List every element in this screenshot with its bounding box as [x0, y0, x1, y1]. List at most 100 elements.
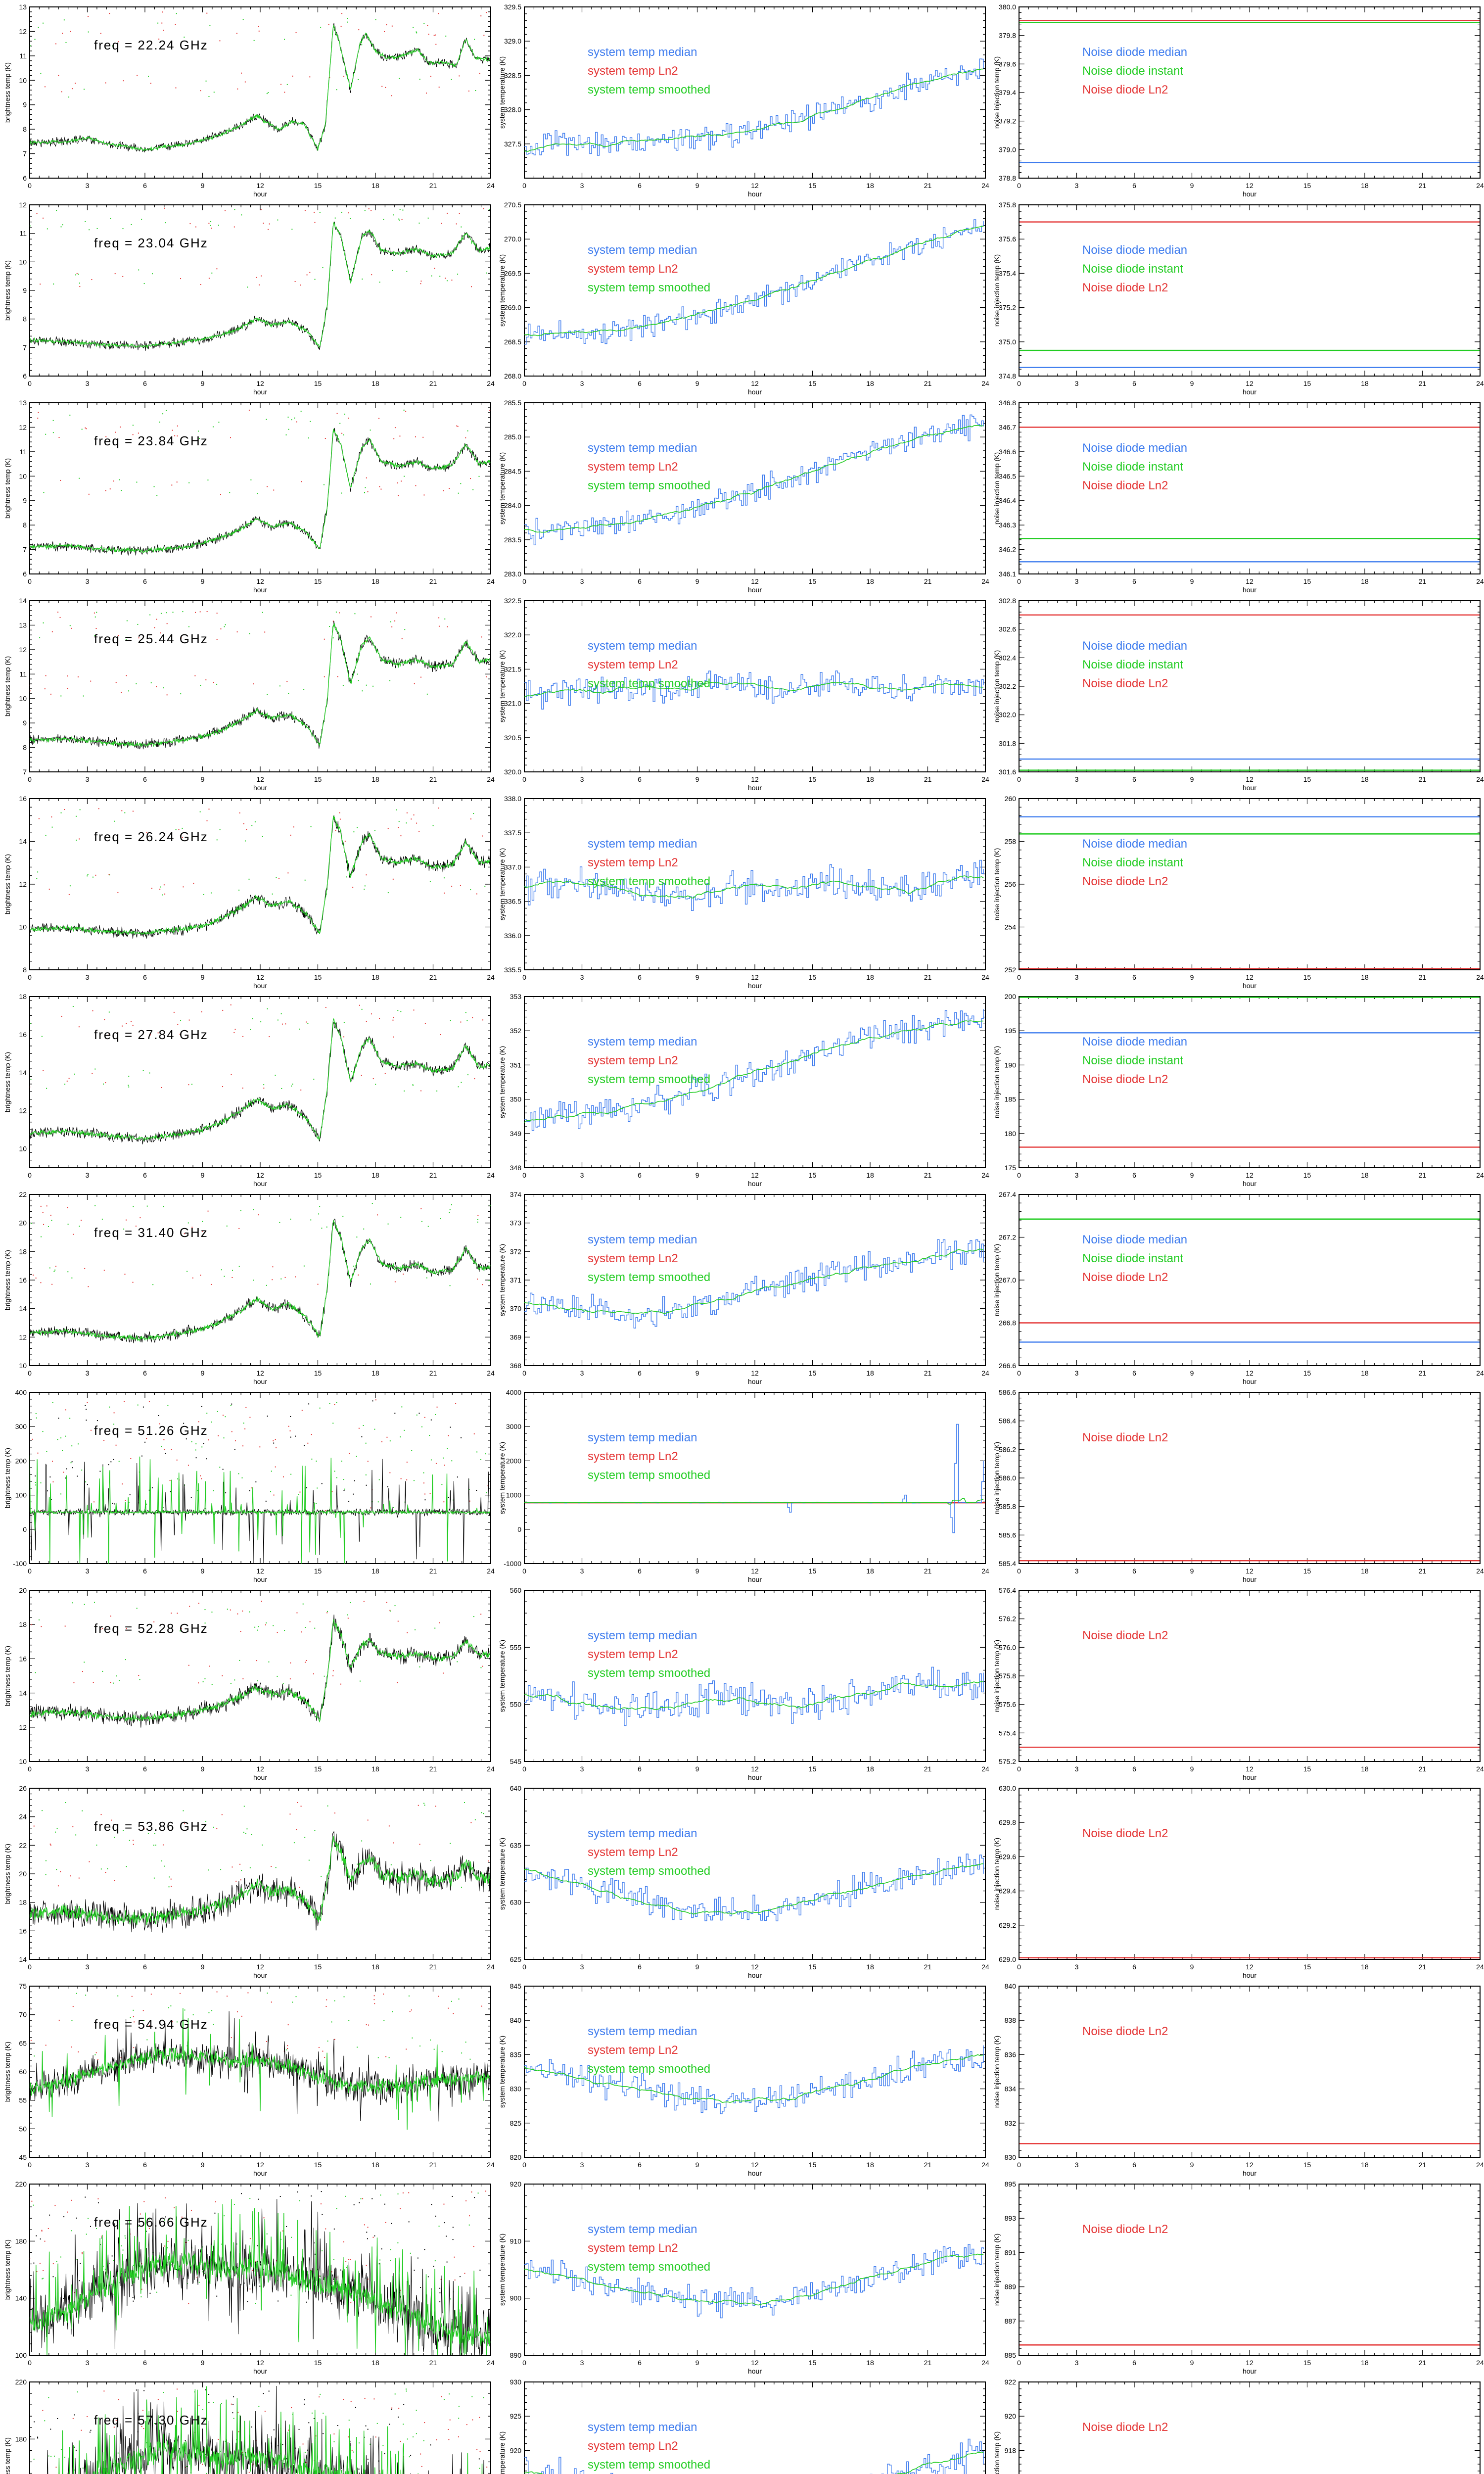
freq-title: freq = 53.86 GHz: [94, 1819, 208, 1834]
panel-brightness-row-5: 0 3 6 9 12 15 18 21 24 hour 8 10 12 14 16 brightness te…: [3, 795, 495, 990]
svg-text:24: 24: [487, 182, 495, 190]
legend-system-temp-ln2: system temp Ln2: [588, 262, 678, 276]
legend-noise-diode-ln2: Noise diode Ln2: [1082, 281, 1168, 294]
series-brightness-smoothed: [30, 221, 491, 349]
svg-text:285.5: 285.5: [504, 399, 521, 407]
x-axis-label: hour: [1243, 784, 1256, 792]
svg-text:302.6: 302.6: [999, 625, 1016, 633]
svg-text:266.8: 266.8: [999, 1319, 1016, 1327]
y-axis-label: system temperature (K): [498, 1244, 506, 1316]
svg-text:24: 24: [981, 1369, 989, 1377]
svg-text:15: 15: [1303, 380, 1311, 387]
series-system-temp-smoothed: [524, 2452, 984, 2474]
svg-text:6: 6: [143, 1567, 147, 1575]
svg-text:6: 6: [143, 775, 147, 783]
svg-text:374.8: 374.8: [999, 372, 1016, 380]
svg-text:18: 18: [371, 182, 379, 190]
svg-text:9: 9: [1190, 1171, 1194, 1179]
svg-text:268.5: 268.5: [504, 338, 521, 346]
svg-text:267.2: 267.2: [999, 1234, 1016, 1241]
panel-noise-diode-row-3: 0 3 6 9 12 15 18 21 24 hour 346.1 346.2 346.3 346.4 34…: [993, 399, 1484, 594]
svg-text:6: 6: [638, 775, 642, 783]
svg-text:346.2: 346.2: [999, 546, 1016, 554]
svg-text:12: 12: [1246, 182, 1253, 190]
legend-system-temp-median: system temp median: [588, 837, 697, 851]
svg-text:16: 16: [19, 795, 27, 803]
svg-text:301.8: 301.8: [999, 739, 1016, 747]
svg-text:18: 18: [1361, 577, 1369, 585]
svg-text:18: 18: [371, 1567, 379, 1575]
svg-text:-100: -100: [13, 1560, 27, 1568]
svg-text:21: 21: [924, 577, 932, 585]
svg-text:320.0: 320.0: [504, 768, 521, 776]
series-system-temp-median: [524, 58, 984, 156]
svg-text:18: 18: [1361, 380, 1369, 387]
svg-text:10: 10: [19, 1362, 27, 1370]
plot-frame: [29, 1392, 491, 1564]
svg-text:283.0: 283.0: [504, 570, 521, 578]
svg-text:267.4: 267.4: [999, 1190, 1016, 1198]
x-axis-label: hour: [748, 784, 762, 792]
svg-text:0: 0: [28, 577, 32, 585]
svg-text:375.6: 375.6: [999, 235, 1016, 243]
freq-title: freq = 57.30 GHz: [94, 2413, 208, 2427]
svg-text:18: 18: [371, 577, 379, 585]
svg-text:15: 15: [809, 577, 817, 585]
plot-row-3: 0 3 6 9 12 15 18 21 24 hour 6 7 8 9 10 11 12 13 brightness…: [0, 396, 1484, 594]
svg-text:12: 12: [256, 182, 264, 190]
svg-text:21: 21: [1419, 775, 1427, 783]
y-axis-label: system temperature (K): [498, 650, 506, 722]
svg-text:6: 6: [143, 380, 147, 387]
legend-noise-diode-instant: Noise diode instant: [1082, 856, 1183, 869]
legend-system-temp-ln2: system temp Ln2: [588, 2241, 678, 2255]
x-axis-label: hour: [748, 1575, 762, 1583]
svg-text:24: 24: [981, 577, 989, 585]
svg-text:12: 12: [19, 646, 27, 654]
series-system-temp-smoothed: [524, 1498, 984, 1505]
svg-text:375.2: 375.2: [999, 304, 1016, 312]
svg-text:21: 21: [429, 973, 437, 981]
y-axis-label: noise injection temp (K): [993, 452, 1001, 524]
panel-brightness-row-12: 0 3 6 9 12 15 18 21 24hour100140180220brightness…: [3, 2180, 495, 2375]
x-axis-label: hour: [1243, 982, 1256, 990]
svg-text:9: 9: [201, 973, 205, 981]
x-axis-label: hour: [1243, 1773, 1256, 1781]
svg-text:12: 12: [1246, 380, 1253, 387]
svg-text:24: 24: [487, 1567, 495, 1575]
svg-text:351: 351: [510, 1061, 522, 1069]
svg-text:24: 24: [1476, 577, 1484, 585]
svg-text:21: 21: [429, 1369, 437, 1377]
svg-text:100: 100: [15, 1491, 27, 1499]
legend-noise-diode-median: Noise diode median: [1082, 243, 1187, 257]
freq-title: freq = 31.40 GHz: [94, 1225, 208, 1240]
series-brightness-raw: [30, 428, 491, 556]
svg-text:21: 21: [1419, 973, 1427, 981]
svg-text:6: 6: [143, 577, 147, 585]
svg-text:0: 0: [28, 1369, 32, 1377]
plot-frame: [29, 996, 491, 1168]
svg-text:12: 12: [1246, 973, 1253, 981]
series-system-temp-smoothed: [524, 1248, 984, 1314]
panel-noise-diode-row-12: 0 3 6 9 12 15 18 21 24hour885887889891893895nois…: [993, 2180, 1484, 2375]
svg-text:18: 18: [1361, 1369, 1369, 1377]
panel-noise-diode-row-11: 0 3 6 9 12 15 18 21 24hour830832834836838840nois…: [993, 1982, 1484, 2177]
svg-text:0: 0: [522, 182, 526, 190]
legend-system-temp-smoothed: system temp smoothed: [588, 2458, 710, 2472]
svg-text:6: 6: [1132, 182, 1136, 190]
series-brightness-smoothed: [30, 25, 491, 152]
plot-row-6: 0 3 6 9 12 15 18 21 24 hour 10 12 14 16 18 brightness t…: [0, 990, 1484, 1188]
legend-system-temp-ln2: system temp Ln2: [588, 2439, 678, 2453]
series-brightness-smoothed: [30, 1219, 491, 1342]
legend-system-temp-median: system temp median: [588, 2223, 697, 2236]
svg-text:3: 3: [1075, 380, 1079, 387]
y-axis-label: brightness temp (K): [3, 656, 11, 716]
svg-text:3: 3: [1075, 973, 1079, 981]
svg-text:285.0: 285.0: [504, 433, 521, 441]
legend-system-temp-median: system temp median: [588, 1431, 697, 1444]
x-axis-label: hour: [748, 388, 762, 396]
svg-text:9: 9: [696, 775, 699, 783]
legend-system-temp-ln2: system temp Ln2: [588, 1648, 678, 1661]
series-brightness-smoothed: [30, 1455, 491, 1564]
legend-system-temp-median: system temp median: [588, 46, 697, 59]
svg-text:327.5: 327.5: [504, 140, 521, 148]
